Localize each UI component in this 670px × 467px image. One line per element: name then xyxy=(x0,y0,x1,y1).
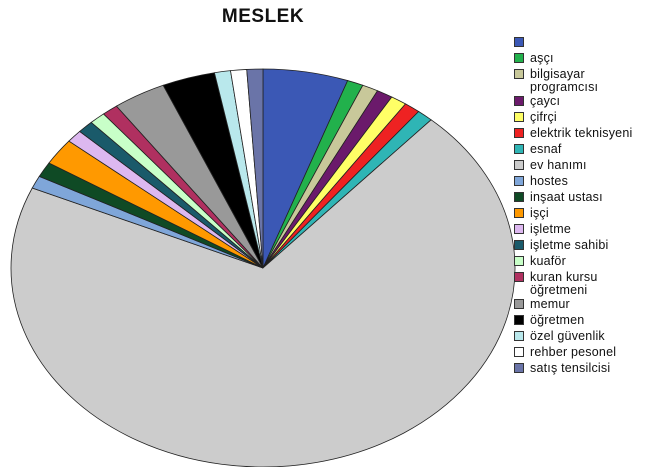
legend-swatch xyxy=(514,363,524,373)
legend-item: çaycı xyxy=(514,95,670,110)
legend-label: memur xyxy=(530,297,570,311)
pie-slice-19 xyxy=(246,68,264,269)
legend-swatch xyxy=(514,160,524,170)
legend-item: aşçı xyxy=(514,52,670,67)
legend-label: aşçı xyxy=(530,51,554,65)
legend-swatch xyxy=(514,331,524,341)
legend-label: işçi xyxy=(530,206,549,220)
legend-item: işçi xyxy=(514,207,670,222)
legend-label: ev hanımı xyxy=(530,158,587,172)
legend-label: satış tensilcisi xyxy=(530,361,611,375)
legend-swatch xyxy=(514,315,524,325)
legend-item: işletme sahibi xyxy=(514,239,670,254)
legend-item: kuran kursu öğretmeni xyxy=(514,271,670,297)
legend-label: çaycı xyxy=(530,94,561,108)
legend-swatch xyxy=(514,176,524,186)
legend-label: çifrçi xyxy=(530,110,557,124)
legend-item: esnaf xyxy=(514,143,670,158)
legend-label: işletme sahibi xyxy=(530,238,609,252)
legend-swatch xyxy=(514,128,524,138)
legend-item: satış tensilcisi xyxy=(514,362,670,377)
legend-item: işletme xyxy=(514,223,670,238)
legend-item: çifrçi xyxy=(514,111,670,126)
legend-swatch xyxy=(514,144,524,154)
pie-slice-7 xyxy=(10,119,516,467)
legend-swatch xyxy=(514,96,524,106)
legend-label: işletme xyxy=(530,222,571,236)
legend-item: inşaat ustası xyxy=(514,191,670,206)
legend-item: ev hanımı xyxy=(514,159,670,174)
legend-swatch xyxy=(514,208,524,218)
legend-swatch xyxy=(514,347,524,357)
legend-label: rehber pesonel xyxy=(530,345,617,359)
legend-label: kuaför xyxy=(530,254,566,268)
legend-item: rehber pesonel xyxy=(514,346,670,361)
legend-swatch xyxy=(514,299,524,309)
legend-swatch xyxy=(514,37,524,47)
legend-label: özel güvenlik xyxy=(530,329,605,343)
chart-legend: aşçı bilgisayar programcısı çaycı çifrçi ele… xyxy=(514,36,670,378)
legend-label: esnaf xyxy=(530,142,562,156)
chart-title: MESLEK xyxy=(221,6,305,27)
legend-item: hostes xyxy=(514,175,670,190)
legend-item: elektrik teknisyeni xyxy=(514,127,670,142)
legend-swatch xyxy=(514,240,524,250)
legend-swatch xyxy=(514,224,524,234)
legend-swatch xyxy=(514,192,524,202)
legend-label: öğretmen xyxy=(530,313,585,327)
legend-label: bilgisayar programcısı xyxy=(530,67,599,94)
legend-item: öğretmen xyxy=(514,314,670,329)
legend-item: kuaför xyxy=(514,255,670,270)
pie-chart xyxy=(10,68,516,467)
legend-swatch xyxy=(514,112,524,122)
legend-swatch xyxy=(514,69,524,79)
legend-label: hostes xyxy=(530,174,569,188)
legend-item: memur xyxy=(514,298,670,313)
legend-swatch xyxy=(514,53,524,63)
legend-swatch xyxy=(514,256,524,266)
legend-label: elektrik teknisyeni xyxy=(530,126,633,140)
legend-item: özel güvenlik xyxy=(514,330,670,345)
legend-item: bilgisayar programcısı xyxy=(514,68,670,94)
legend-item xyxy=(514,36,670,51)
legend-label: kuran kursu öğretmeni xyxy=(530,270,598,297)
legend-label: inşaat ustası xyxy=(530,190,603,204)
legend-swatch xyxy=(514,272,524,282)
